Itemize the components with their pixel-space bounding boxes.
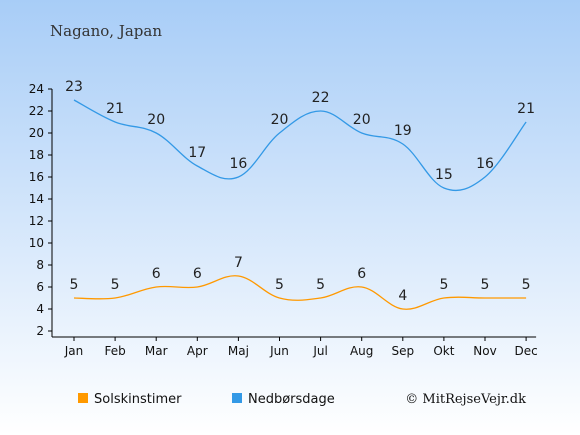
series-layer: 5 5 6 6 7 5 5 6 4 5 5 5 23 21 20 17 16 20 22 20 19 15 16 21 — [65, 79, 535, 310]
x-tick-label: Okt — [433, 344, 454, 358]
y-tick-label: 14 — [29, 192, 44, 206]
x-tick-label: Feb — [104, 344, 125, 358]
copyright-text: © MitRejseVejr.dk — [405, 392, 526, 407]
data-label-sun: 6 — [193, 266, 202, 282]
y-tick-label: 4 — [36, 302, 44, 316]
data-label-sun: 6 — [357, 266, 366, 282]
data-label-rain: 19 — [394, 123, 412, 139]
y-tick-label: 12 — [29, 214, 44, 228]
x-tick-label: Maj — [228, 344, 249, 358]
y-tick-label: 8 — [36, 258, 44, 272]
data-label-sun: 4 — [398, 288, 407, 304]
y-tick-label: 16 — [29, 170, 44, 184]
data-label-sun: 5 — [522, 277, 531, 293]
data-label-rain: 16 — [229, 156, 247, 172]
x-tick-label: Jul — [312, 344, 327, 358]
data-label-sun: 5 — [481, 277, 490, 293]
data-label-sun: 5 — [439, 277, 448, 293]
data-label-sun: 5 — [70, 277, 79, 293]
x-tick-label: Aug — [350, 344, 373, 358]
y-tick-label: 10 — [29, 236, 44, 250]
data-label-rain: 16 — [476, 156, 494, 172]
data-label-sun: 7 — [234, 255, 243, 271]
data-label-rain: 20 — [271, 112, 289, 128]
data-label-sun: 5 — [275, 277, 284, 293]
data-label-sun: 5 — [111, 277, 120, 293]
legend-label-sun: Solskinstimer — [94, 392, 182, 407]
x-tick-label: Dec — [514, 344, 537, 358]
legend-swatch-sun — [78, 393, 88, 403]
data-label-rain: 20 — [147, 112, 165, 128]
data-label-rain: 23 — [65, 79, 83, 95]
y-tick-label: 6 — [36, 280, 44, 294]
series-line-sun — [73, 275, 527, 310]
data-label-rain: 17 — [188, 145, 206, 161]
chart-title: Nagano, Japan — [50, 22, 162, 40]
data-label-rain: 22 — [312, 90, 330, 106]
data-label-rain: 15 — [435, 167, 453, 183]
y-tick-label: 20 — [29, 126, 44, 140]
x-tick-label: Apr — [187, 344, 208, 358]
y-tick-label: 22 — [29, 104, 44, 118]
y-tick-label: 2 — [36, 324, 44, 338]
series-line-rain — [73, 99, 527, 192]
y-tick-label: 24 — [29, 82, 44, 96]
x-tick-label: Jun — [269, 344, 289, 358]
data-label-rain: 21 — [106, 101, 124, 117]
y-tick-label: 18 — [29, 148, 44, 162]
data-label-sun: 5 — [316, 277, 325, 293]
x-tick-label: Mar — [145, 344, 168, 358]
legend-label-rain: Nedbørsdage — [248, 392, 335, 407]
x-tick-label: Jan — [64, 344, 84, 358]
x-tick-label: Sep — [391, 344, 414, 358]
x-tick-label: Nov — [473, 344, 496, 358]
legend-swatch-rain — [232, 393, 242, 403]
data-label-sun: 6 — [152, 266, 161, 282]
data-label-rain: 21 — [517, 101, 535, 117]
data-label-rain: 20 — [353, 112, 371, 128]
legend: Solskinstimer Nedbørsdage — [78, 392, 335, 407]
